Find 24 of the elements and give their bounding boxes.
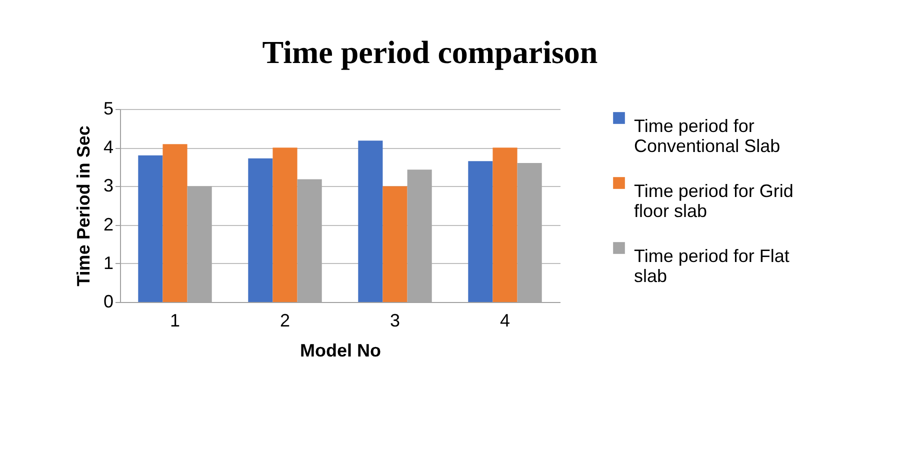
bar — [358, 140, 383, 302]
y-axis-title: Time Period in Sec — [73, 126, 94, 286]
y-tick-label: 3 — [103, 176, 114, 196]
bar — [162, 144, 188, 302]
bar — [492, 148, 518, 302]
y-tick-label: 2 — [103, 214, 114, 234]
y-tick-label: 5 — [103, 98, 114, 118]
legend-label: Time period for Flat slab — [634, 246, 790, 286]
bar — [468, 161, 493, 302]
x-axis-title: Model No — [300, 340, 381, 360]
x-tick-label: 1 — [170, 310, 180, 330]
x-tick-label: 2 — [280, 310, 290, 330]
x-tick-label: 4 — [500, 310, 510, 330]
bar — [382, 186, 408, 302]
legend-label: Time period for Grid floor slab — [634, 181, 794, 221]
chart-title: Time period comparison — [262, 34, 598, 70]
y-tick-label: 1 — [103, 252, 114, 273]
y-tick-label: 0 — [103, 292, 114, 312]
bar — [138, 155, 163, 302]
bar — [248, 158, 273, 302]
y-tick-label: 4 — [103, 137, 114, 158]
x-tick-label: 3 — [390, 310, 400, 330]
legend-label: Time period for Conventional Slab — [634, 116, 780, 156]
bar — [272, 148, 298, 302]
